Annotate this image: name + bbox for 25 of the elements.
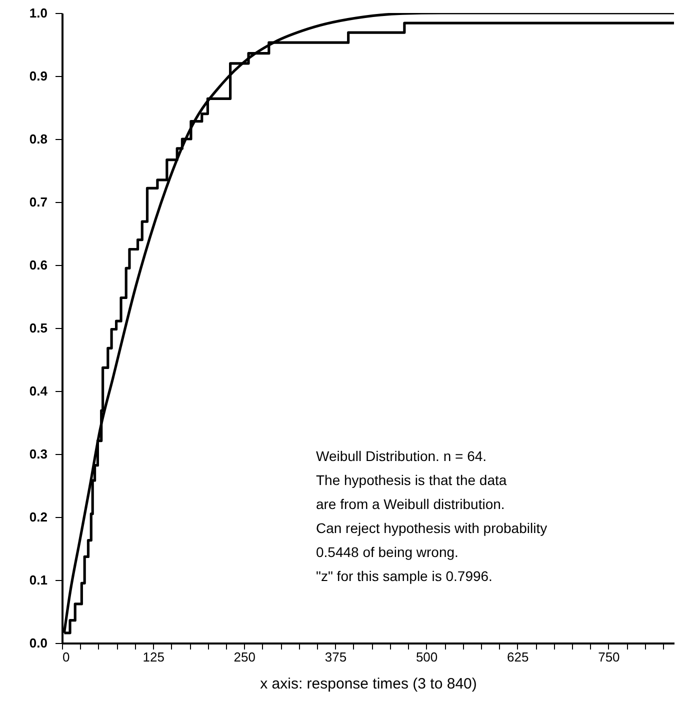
y-tick-label: 0.6	[29, 258, 48, 272]
annotation: Can reject hypothesis with probability	[316, 520, 548, 536]
y-tick-label: 0.2	[29, 510, 48, 524]
x-tick-label: 750	[598, 650, 620, 664]
y-tick-label: 0.7	[29, 194, 48, 210]
y-tick-label: 0.3	[29, 446, 48, 462]
y-tick-label: 0.4	[29, 384, 48, 398]
x-tick-label: 0	[62, 650, 70, 664]
x-tick-label: 125	[142, 650, 164, 664]
annotation: 0.5448 of being wrong.	[316, 544, 458, 560]
y-tick-label: 0.5	[29, 320, 48, 336]
y-tick-label: 0.9	[29, 68, 48, 84]
y-tick-label: 0.1	[29, 572, 48, 588]
x-tick-label: 500	[416, 650, 438, 664]
x-tick-label: 250	[234, 650, 256, 664]
x-tick-label: 625	[507, 650, 529, 664]
y-tick-label: 1.0	[29, 6, 48, 20]
annotation: The hypothesis is that the data	[316, 472, 507, 488]
annotation: Weibull Distribution. n = 64.	[316, 448, 487, 464]
x-tick-label: 375	[324, 650, 347, 664]
y-tick-label: 0.0	[29, 636, 48, 650]
annotation: are from a Weibull distribution.	[316, 496, 505, 512]
y-tick-label: 0.8	[29, 132, 48, 146]
x-axis-title: x axis: response times (3 to 840)	[260, 676, 477, 692]
annotation: "z" for this sample is 0.7996.	[316, 568, 492, 584]
